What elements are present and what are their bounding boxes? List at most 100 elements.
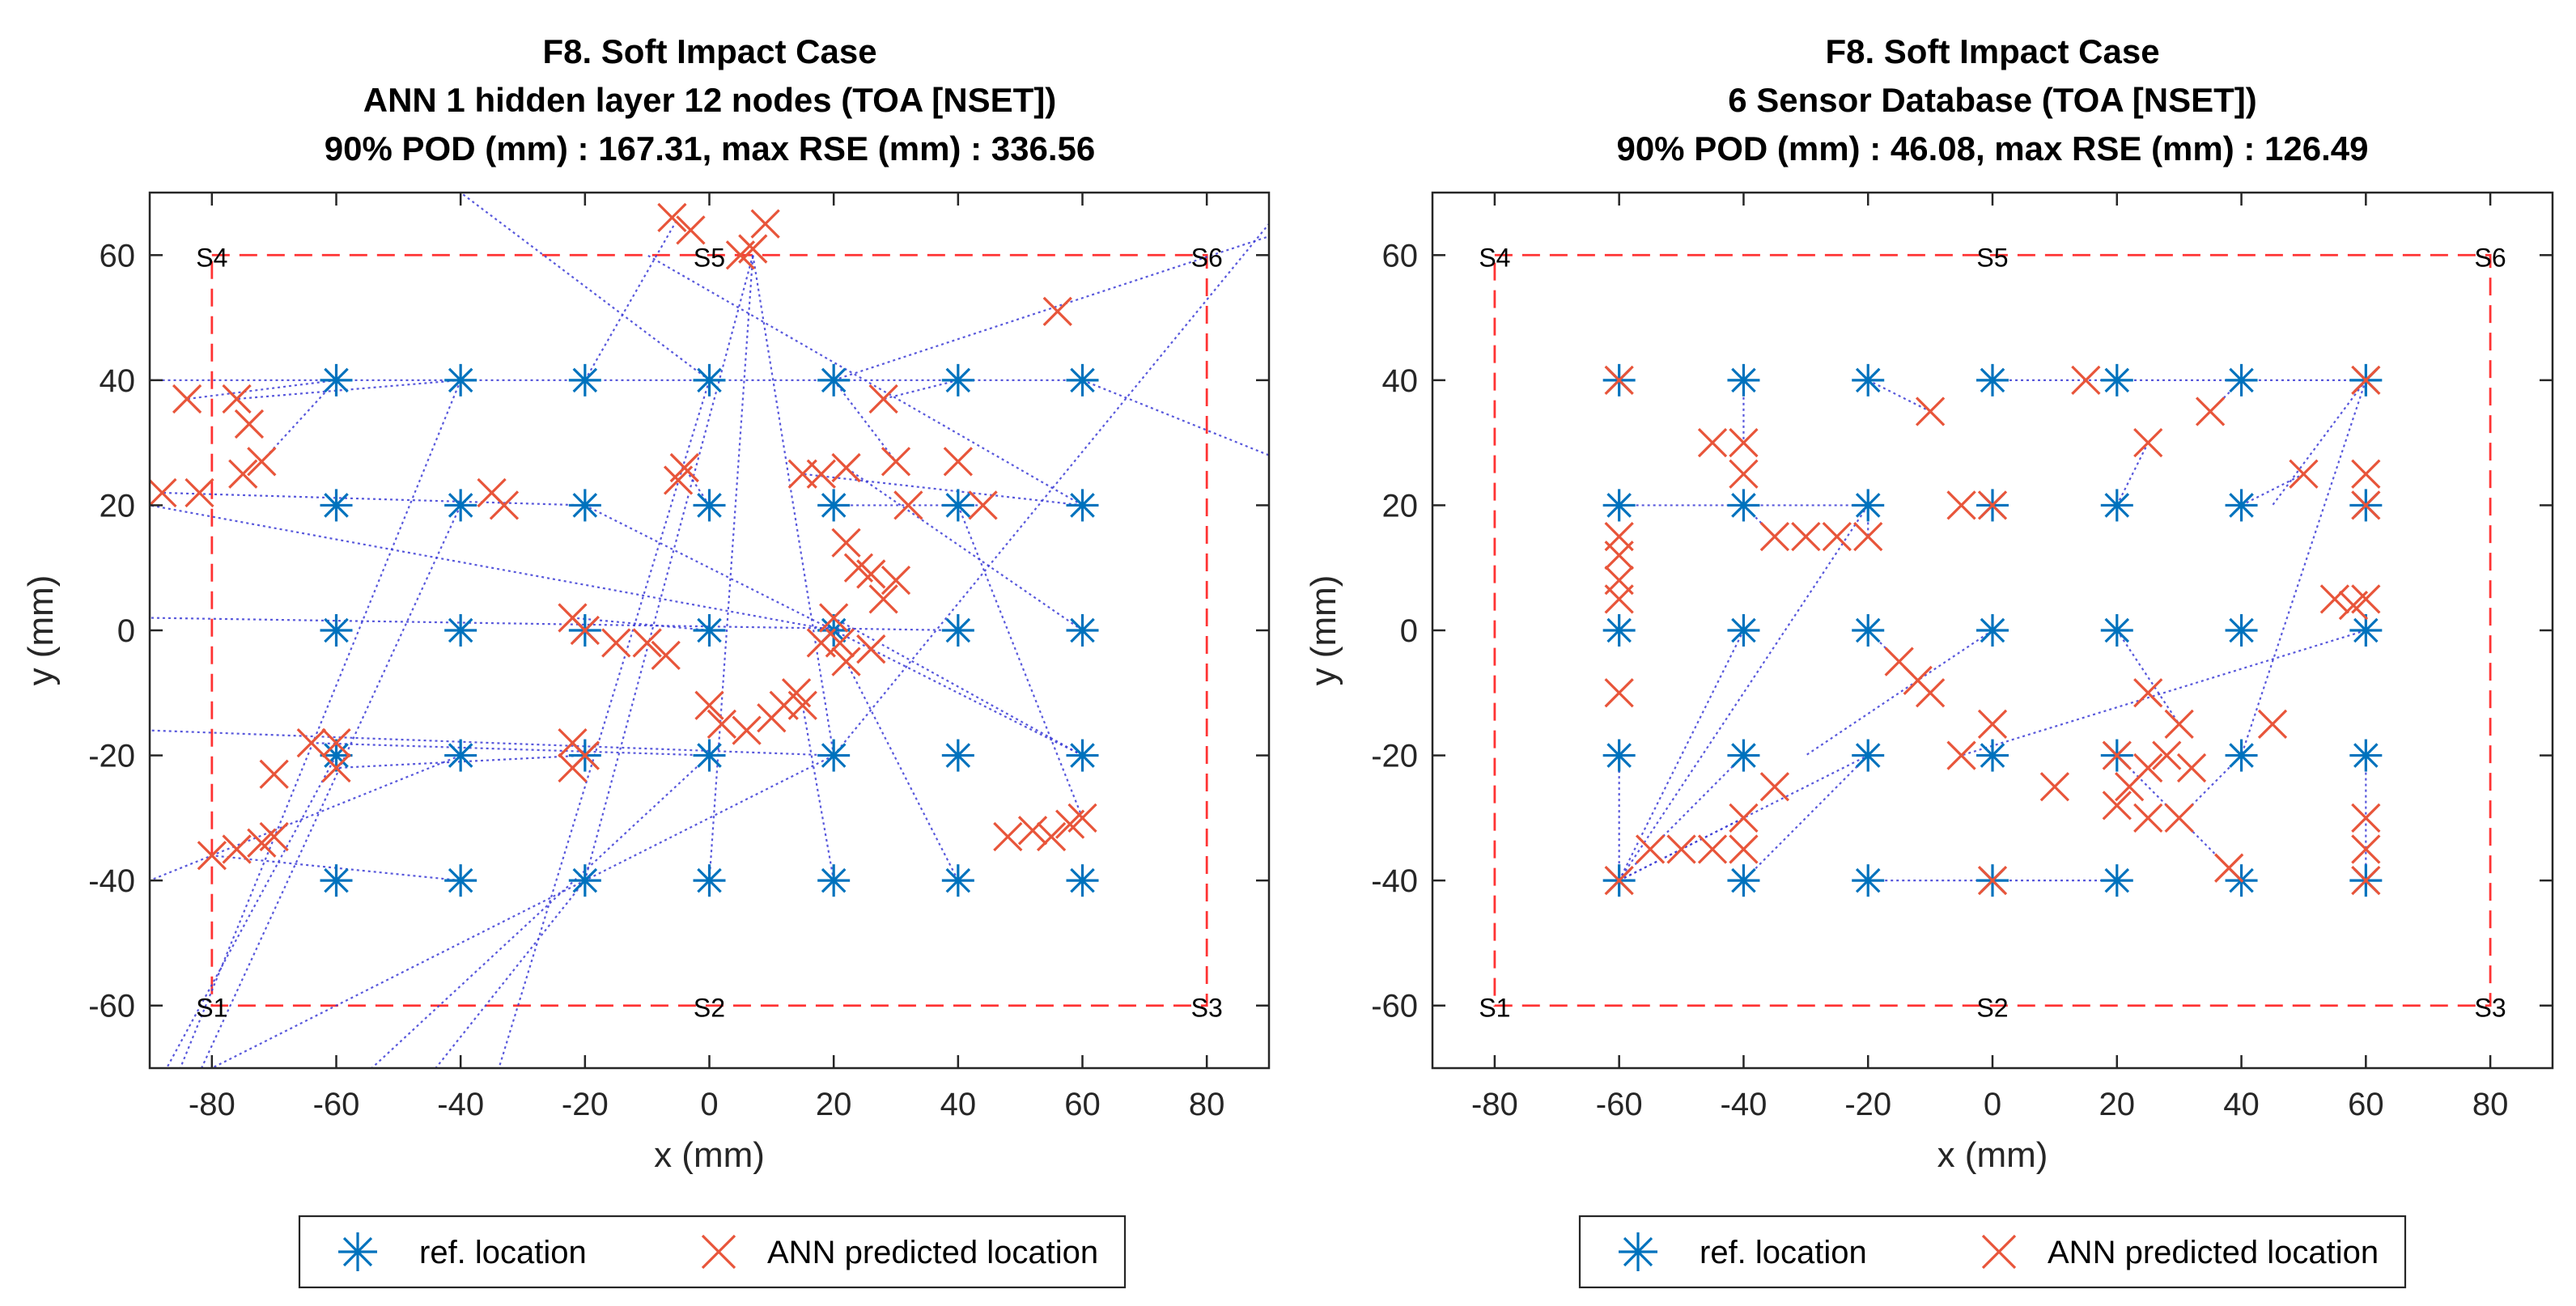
predicted-location-marker-34 (881, 566, 911, 596)
predicted-location-marker-8 (2351, 365, 2381, 395)
predicted-location-marker-49 (1759, 772, 1790, 802)
predicted-location-marker-3 (247, 447, 277, 477)
link-line-3 (2116, 442, 2149, 506)
predicted-location-marker-21 (893, 490, 923, 520)
x-tick-label-3: -20 (1844, 1087, 1891, 1122)
y-tick-label-5: 40 (100, 363, 136, 399)
predicted-location-marker-24 (1042, 296, 1072, 326)
predicted-location-marker-30 (1977, 709, 2008, 740)
predicted-location-marker-10 (1604, 541, 1634, 570)
link-line-17 (1618, 504, 1869, 881)
predicted-location-marker-47 (296, 727, 326, 758)
predicted-location-marker-58 (993, 821, 1023, 852)
link-line-25 (150, 729, 834, 757)
legend-label-ref: ref. location (1700, 1235, 1867, 1270)
ref-location-marker-1 (1727, 363, 1760, 396)
predicted-location-marker-39 (2176, 753, 2207, 783)
link-line-32 (647, 254, 1084, 507)
predicted-location-marker-31 (2133, 678, 2163, 708)
link-line-1 (236, 379, 461, 401)
x-tick-label-1: -60 (313, 1087, 360, 1122)
predicted-location-marker-29 (651, 640, 681, 671)
predicted-location-marker-5 (2071, 365, 2101, 395)
predicted-location-marker-3 (1697, 428, 1728, 458)
predicted-location-marker-17 (1946, 490, 1976, 520)
sensor-label-s2: S2 (1976, 994, 2008, 1023)
legend-pred-icon (701, 1234, 736, 1270)
link-line-21 (708, 255, 754, 881)
predicted-location-marker-4 (228, 459, 258, 489)
legend-label-ref: ref. location (419, 1235, 587, 1270)
ref-location-marker-11 (817, 489, 851, 522)
legend: ref. location ANN predicted location (1578, 1215, 2407, 1289)
x-tick-label-7: 60 (2348, 1087, 2384, 1122)
predicted-location-marker-28 (2351, 584, 2381, 614)
legend-ref-icon (338, 1232, 377, 1271)
ref-location-marker-24 (1976, 739, 2009, 772)
predicted-location-marker-19 (2289, 459, 2319, 489)
ref-location-marker-15 (1727, 614, 1760, 647)
predicted-location-marker-29 (1946, 740, 1976, 770)
predicted-location-marker-30 (831, 528, 861, 558)
x-tick-label-6: 40 (940, 1087, 977, 1122)
ref-location-marker-3 (693, 363, 726, 396)
ref-location-marker-19 (2225, 614, 2258, 647)
sensor-label-s5: S5 (1976, 243, 2008, 272)
x-tick-label-4: 0 (700, 1087, 718, 1122)
legend: ref. location ANN predicted location (298, 1215, 1127, 1289)
predicted-location-marker-26 (570, 615, 600, 646)
ref-location-marker-22 (444, 739, 477, 772)
x-tick-label-2: -40 (437, 1087, 484, 1122)
ref-location-marker-6 (1066, 363, 1099, 396)
x-tick-label-5: 20 (2099, 1087, 2136, 1122)
link-line-9 (2241, 473, 2304, 507)
sensor-label-s1: S1 (1479, 994, 1510, 1023)
ref-location-marker-2 (1852, 363, 1885, 396)
sensor-label-s6: S6 (2475, 243, 2506, 272)
ref-location-marker-27 (1066, 739, 1099, 772)
ref-location-marker-13 (1066, 489, 1099, 522)
ref-location-marker-12 (2225, 489, 2258, 522)
predicted-location-marker-47 (1729, 834, 1759, 864)
predicted-location-marker-44 (732, 715, 762, 745)
predicted-location-marker-37 (2152, 740, 2182, 770)
link-line-26 (2240, 380, 2367, 756)
y-tick-label-1: -40 (1371, 863, 1418, 899)
legend-label-pred: ANN predicted location (767, 1235, 1098, 1270)
chart-title-line-1: F8. Soft Impact Case (542, 32, 876, 70)
predicted-location-marker-27 (601, 628, 631, 658)
ref-location-marker-17 (1976, 614, 2009, 647)
predicted-location-marker-18 (831, 452, 861, 483)
ref-location-marker-30 (568, 864, 601, 897)
link-line-11 (802, 473, 1083, 507)
ref-location-marker-9 (1852, 489, 1885, 522)
y-tick-label-2: -20 (88, 739, 135, 774)
ref-location-marker-25 (817, 739, 851, 772)
legend-ref-icon (1619, 1232, 1657, 1271)
predicted-location-marker-35 (819, 603, 849, 633)
predicted-location-marker-7 (2195, 396, 2226, 426)
x-tick-label-8: 80 (2472, 1087, 2509, 1122)
predicted-location-marker-20 (2351, 459, 2381, 489)
y-tick-label-1: -40 (88, 863, 135, 899)
x-tick-label-2: -40 (1721, 1087, 1768, 1122)
predicted-location-marker-49 (321, 753, 351, 783)
predicted-location-marker-23 (968, 490, 998, 520)
ref-location-marker-29 (1727, 864, 1760, 897)
ref-location-marker-32 (817, 864, 851, 897)
ref-location-marker-33 (941, 864, 974, 897)
predicted-location-marker-18 (1977, 490, 2008, 520)
x-tick-label-8: 80 (1189, 1087, 1225, 1122)
link-line-17 (801, 705, 835, 881)
predicted-location-marker-16 (1853, 521, 1883, 552)
sensor-label-s1: S1 (196, 994, 227, 1023)
ref-location-marker-9 (568, 489, 601, 522)
predicted-location-marker-44 (1635, 834, 1666, 864)
predicted-location-marker-12 (1604, 584, 1634, 614)
ref-location-marker-19 (941, 614, 974, 647)
link-line-1 (1867, 379, 1931, 413)
sensor-label-s3: S3 (2475, 994, 2506, 1023)
ref-location-marker-15 (444, 614, 477, 647)
ref-location-marker-7 (320, 489, 353, 522)
predicted-location-marker-55 (222, 834, 252, 864)
